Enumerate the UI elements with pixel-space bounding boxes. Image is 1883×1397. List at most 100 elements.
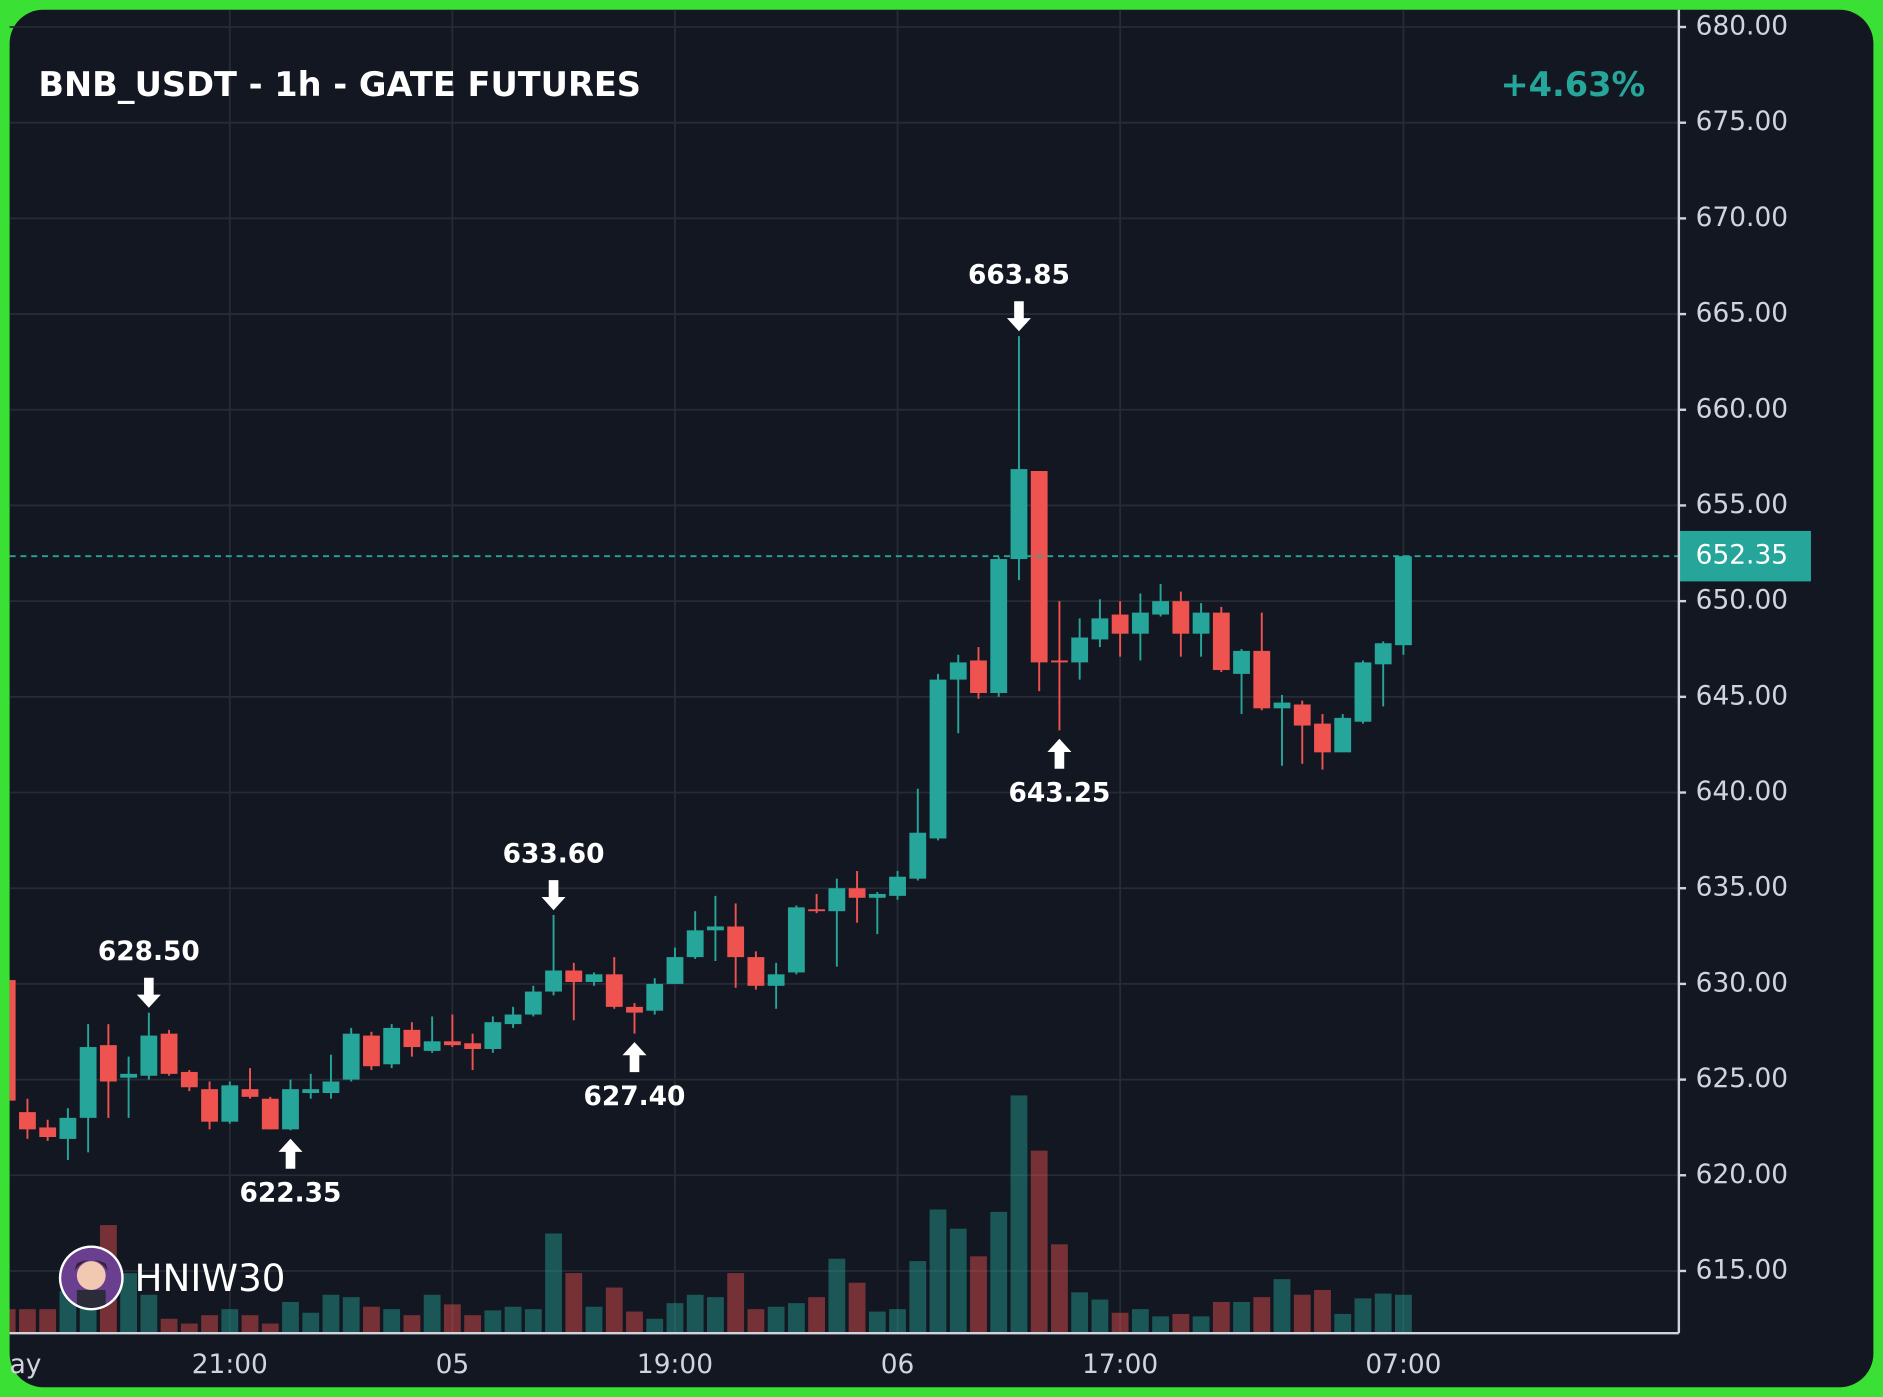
volume-bar bbox=[1152, 1316, 1170, 1334]
y-tick-label: 680.00 bbox=[1696, 11, 1788, 42]
candle-body bbox=[1354, 662, 1372, 722]
last-price-label: 652.35 bbox=[1696, 540, 1788, 571]
arrow bbox=[1006, 301, 1031, 332]
volume-bar bbox=[443, 1304, 461, 1334]
volume-bar bbox=[1010, 1095, 1028, 1334]
volume-bar bbox=[261, 1323, 279, 1334]
volume-bar bbox=[524, 1309, 542, 1334]
candle-body bbox=[1233, 650, 1250, 674]
candle-body bbox=[1111, 614, 1129, 634]
change-label: +4.63% bbox=[1500, 65, 1645, 104]
volume-layer bbox=[9, 1095, 1412, 1334]
volume-bar bbox=[666, 1303, 684, 1334]
volume-bar bbox=[848, 1282, 866, 1334]
volume-bar bbox=[1293, 1294, 1311, 1334]
arrow bbox=[136, 977, 161, 1008]
volume-bar bbox=[828, 1258, 846, 1334]
volume-bar bbox=[363, 1306, 380, 1334]
candle-body bbox=[504, 1014, 522, 1025]
candle-body bbox=[1314, 723, 1331, 753]
candle-body bbox=[59, 1117, 77, 1139]
chart-title: BNB_USDT - 1h - GATE FUTURES bbox=[38, 65, 641, 104]
candle-body bbox=[1010, 469, 1028, 560]
volume-bar bbox=[1172, 1313, 1190, 1334]
candle-body bbox=[120, 1073, 138, 1078]
candle-body bbox=[666, 957, 684, 984]
candle-body bbox=[585, 974, 603, 982]
watermark: HNIW30 bbox=[135, 1256, 286, 1300]
volume-bar bbox=[342, 1297, 360, 1334]
volume-bar bbox=[1192, 1316, 1210, 1334]
candle-body bbox=[808, 909, 826, 912]
candle-body bbox=[1030, 471, 1048, 663]
y-tick-label: 675.00 bbox=[1696, 106, 1788, 137]
volume-bar bbox=[1091, 1299, 1109, 1334]
volume-bar bbox=[626, 1311, 643, 1334]
x-tick-label: 07:00 bbox=[1365, 1349, 1441, 1380]
high-label: 628.50 bbox=[98, 936, 200, 967]
candle-body bbox=[545, 970, 562, 992]
x-tick-label: ay bbox=[10, 1349, 42, 1380]
candle-body bbox=[1293, 704, 1311, 726]
candle-body bbox=[1253, 650, 1271, 709]
volume-bar bbox=[1111, 1312, 1129, 1334]
candle-body bbox=[39, 1127, 57, 1138]
volume-bar bbox=[909, 1261, 927, 1334]
candle-body bbox=[1071, 637, 1089, 663]
candle-body bbox=[1212, 612, 1230, 671]
arrow bbox=[622, 1042, 647, 1073]
volume-bar bbox=[707, 1297, 724, 1334]
candle-body bbox=[180, 1071, 198, 1088]
candle-body bbox=[1192, 612, 1210, 634]
candle-body bbox=[1091, 618, 1109, 640]
y-tick-label: 640.00 bbox=[1696, 776, 1788, 807]
y-tick-label: 615.00 bbox=[1696, 1254, 1788, 1285]
volume-bar bbox=[1273, 1279, 1291, 1334]
candle-body bbox=[261, 1098, 279, 1130]
y-tick-label: 670.00 bbox=[1696, 202, 1788, 233]
y-tick-label: 635.00 bbox=[1696, 872, 1788, 903]
candle-body bbox=[1152, 601, 1170, 615]
volume-bar bbox=[1334, 1313, 1352, 1334]
volume-bar bbox=[180, 1323, 198, 1334]
volume-bar bbox=[747, 1309, 765, 1334]
volume-bar bbox=[39, 1309, 57, 1334]
volume-bar bbox=[19, 1309, 36, 1334]
volume-bar bbox=[605, 1287, 623, 1334]
volume-bar bbox=[970, 1256, 987, 1334]
low-label: 643.25 bbox=[1008, 777, 1110, 808]
y-tick-label: 625.00 bbox=[1696, 1063, 1788, 1094]
candle-layer bbox=[9, 336, 1412, 1160]
candle-body bbox=[1131, 612, 1149, 634]
y-tick-label: 655.00 bbox=[1696, 489, 1788, 520]
candle-body bbox=[484, 1022, 502, 1049]
candle-body bbox=[9, 980, 16, 1101]
low-label: 627.40 bbox=[584, 1081, 686, 1112]
volume-bar bbox=[646, 1318, 664, 1334]
candle-body bbox=[241, 1089, 259, 1097]
volume-bar bbox=[1071, 1292, 1089, 1334]
candle-body bbox=[828, 888, 846, 912]
candle-body bbox=[322, 1081, 340, 1093]
candle-body bbox=[848, 888, 866, 898]
candle-body bbox=[1334, 717, 1352, 753]
volume-bar bbox=[1314, 1289, 1331, 1334]
candle-body bbox=[221, 1085, 239, 1122]
avatar bbox=[58, 1245, 124, 1311]
volume-bar bbox=[868, 1311, 886, 1334]
volume-bar bbox=[808, 1297, 826, 1334]
candle-body bbox=[990, 559, 1008, 694]
volume-bar bbox=[1051, 1244, 1068, 1334]
y-tick-label: 650.00 bbox=[1696, 585, 1788, 616]
volume-bar bbox=[302, 1312, 320, 1334]
candle-body bbox=[363, 1035, 380, 1067]
volume-bar bbox=[221, 1309, 239, 1334]
candle-body bbox=[19, 1112, 36, 1130]
candle-body bbox=[626, 1006, 643, 1013]
candle-body bbox=[342, 1033, 360, 1080]
candle-body bbox=[1051, 660, 1068, 663]
candle-body bbox=[605, 974, 623, 1007]
volume-bar bbox=[1212, 1301, 1230, 1334]
candle-body bbox=[1273, 702, 1291, 709]
low-label: 622.35 bbox=[240, 1177, 342, 1208]
